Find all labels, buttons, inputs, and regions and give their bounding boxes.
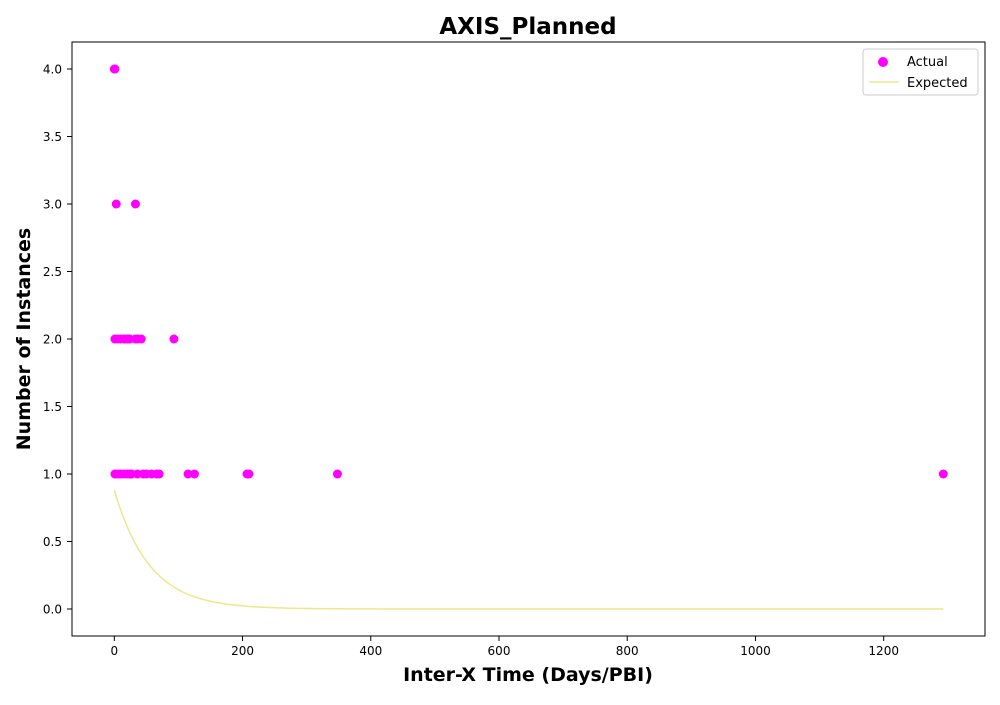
- x-axis-label: Inter-X Time (Days/PBI): [403, 664, 653, 686]
- actual-point: [938, 469, 948, 479]
- actual-point: [136, 334, 146, 344]
- actual-point: [183, 469, 193, 479]
- y-tick-label: 1.0: [43, 468, 62, 482]
- actual-point: [169, 334, 179, 344]
- x-tick-label: 0: [110, 644, 118, 658]
- y-tick-label: 0.5: [43, 535, 62, 549]
- legend: Actual Expected: [862, 48, 979, 96]
- x-tick-label: 400: [359, 644, 382, 658]
- legend-box: [862, 48, 979, 96]
- y-tick-label: 1.5: [43, 400, 62, 414]
- plot-layer: [109, 64, 948, 610]
- y-tick-label: 0.0: [43, 603, 62, 617]
- legend-label-expected: Expected: [907, 76, 968, 91]
- chart-title: AXIS_Planned: [439, 14, 616, 40]
- actual-point: [110, 64, 120, 74]
- actual-point: [111, 199, 121, 209]
- actual-point: [244, 469, 254, 479]
- x-tick-label: 800: [616, 644, 639, 658]
- x-tick-label: 1200: [868, 644, 899, 658]
- plot-frame: [71, 41, 986, 637]
- ticks-layer: 0 200 400 600 800 1000 1200 0.0 0.5 1.0 1.5 2.0 2.5 3…: [43, 63, 899, 659]
- expected-series-line: [113, 489, 944, 610]
- actual-point: [130, 199, 140, 209]
- x-tick-label: 1000: [740, 644, 771, 658]
- y-axis-label: Number of Instances: [13, 228, 35, 450]
- actual-point: [332, 469, 342, 479]
- actual-point: [189, 469, 199, 479]
- actual-point: [154, 469, 164, 479]
- y-tick-label: 3.5: [43, 130, 62, 144]
- y-tick-label: 2.5: [43, 265, 62, 279]
- y-tick-label: 2.0: [43, 333, 62, 347]
- legend-label-actual: Actual: [907, 55, 948, 70]
- x-tick-label: 200: [231, 644, 254, 658]
- legend-marker-actual: [878, 57, 888, 67]
- x-tick-label: 600: [488, 644, 511, 658]
- y-tick-label: 4.0: [43, 63, 62, 77]
- y-tick-label: 3.0: [43, 198, 62, 212]
